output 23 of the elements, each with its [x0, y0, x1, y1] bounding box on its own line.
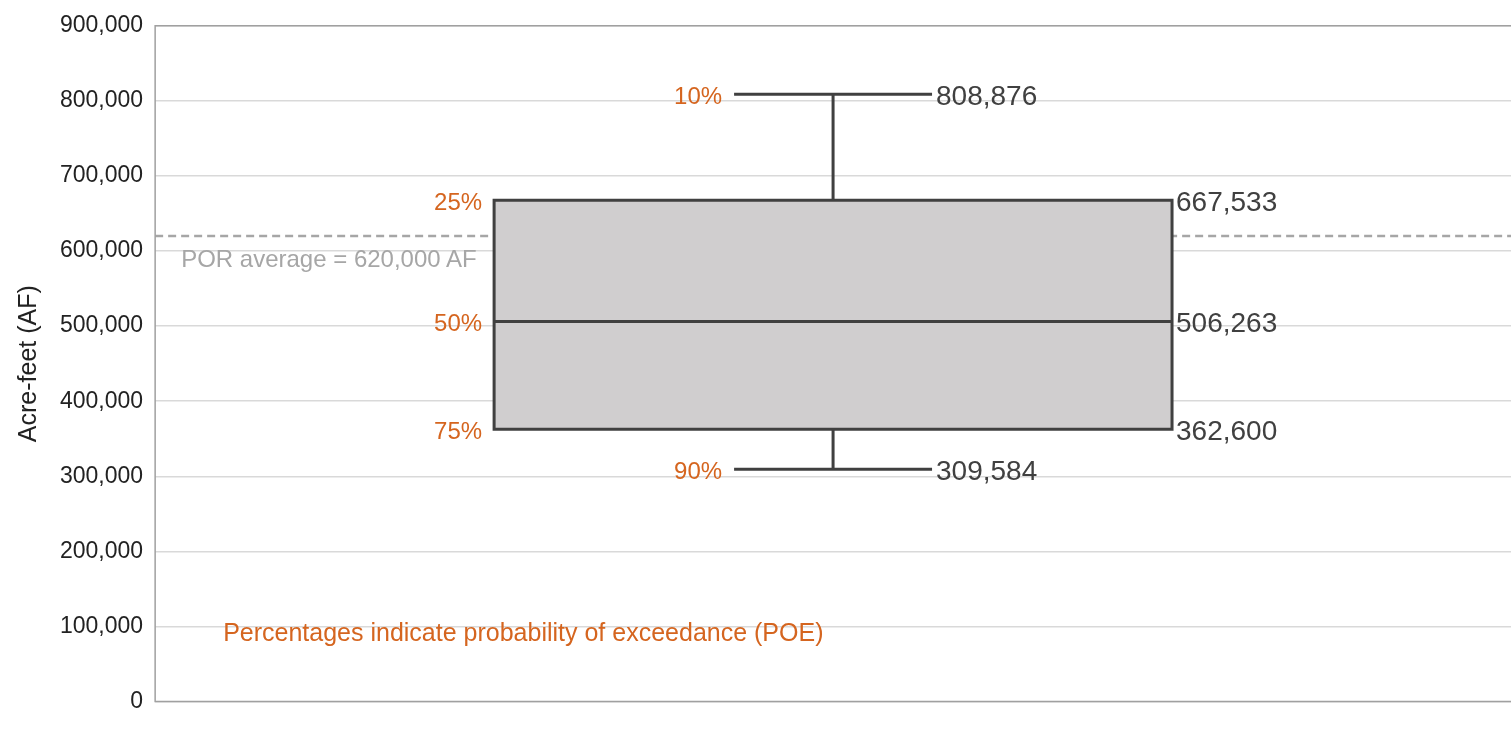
ref-line-label: POR average = 620,000 AF [181, 244, 477, 272]
y-tick-label: 600,000 [60, 236, 144, 263]
annotation: 75% [434, 416, 483, 444]
y-tick-label: 100,000 [60, 611, 144, 638]
annotation: 667,533 [1176, 186, 1278, 218]
annotation: 506,263 [1176, 307, 1278, 339]
y-tick-label: 800,000 [60, 86, 144, 113]
annotation: 90% [674, 456, 723, 484]
annotation: 808,876 [936, 79, 1038, 111]
annotation: 362,600 [1176, 415, 1278, 447]
y-tick-label: 900,000 [60, 11, 144, 38]
annotation: 50% [434, 309, 483, 337]
y-tick-label: 700,000 [60, 161, 144, 188]
annotation: Percentages indicate probability of exceedance (POE) [223, 618, 824, 647]
annotation: 25% [434, 187, 483, 215]
y-tick-label: 300,000 [60, 461, 144, 488]
y-tick-label: 500,000 [60, 311, 144, 338]
annotation: 10% [674, 81, 723, 109]
y-axis-title: Acre-feet (AF) [12, 285, 41, 443]
annotation: 309,584 [936, 454, 1038, 486]
y-tick-label: 0 [130, 686, 144, 713]
y-tick-label: 400,000 [60, 386, 144, 413]
y-tick-label: 200,000 [60, 536, 144, 563]
